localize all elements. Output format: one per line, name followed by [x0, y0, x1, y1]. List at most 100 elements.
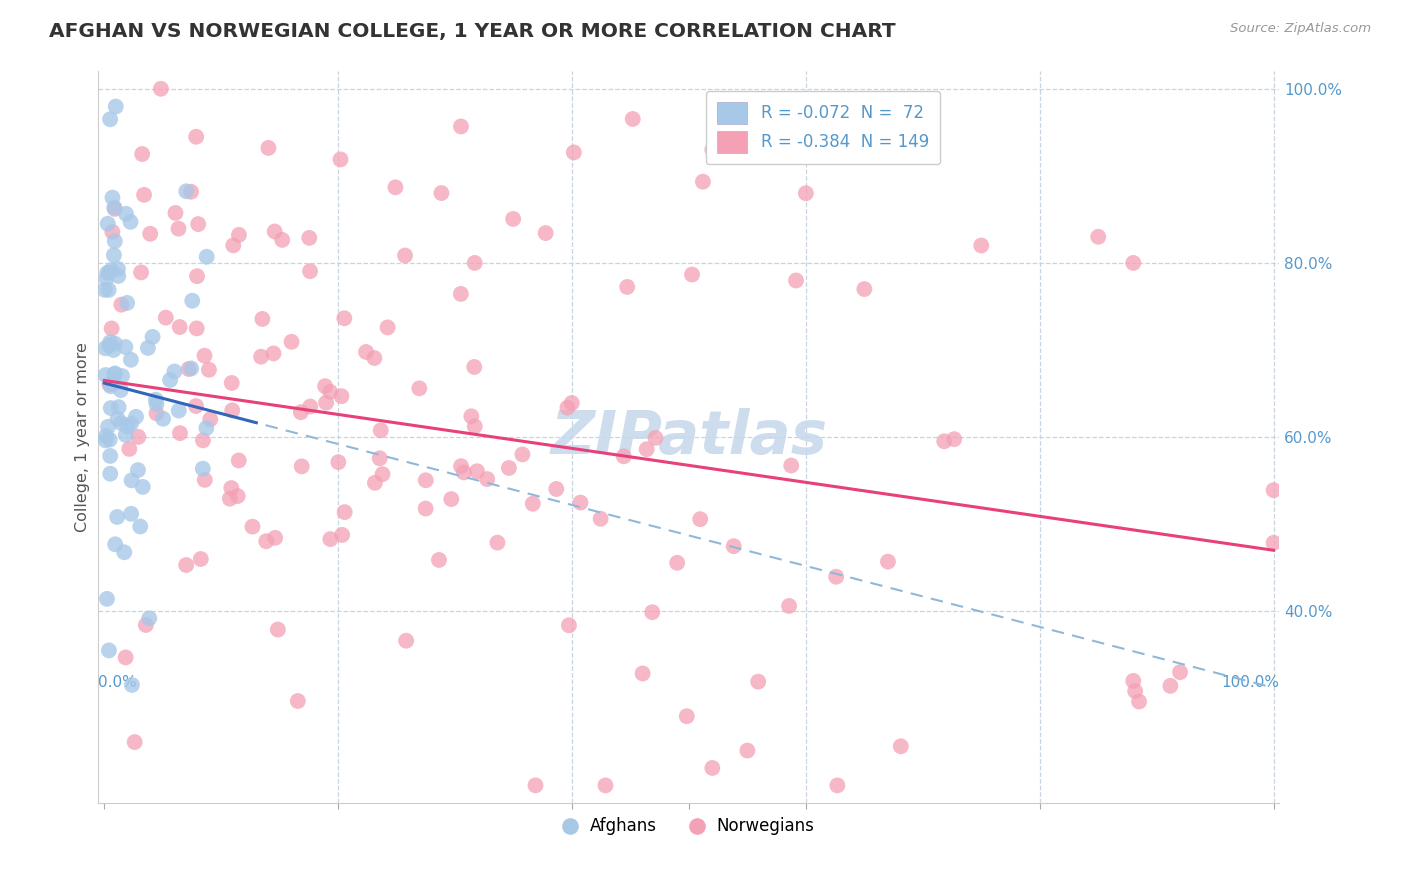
Point: [377, 320, 399, 334]
Point: [395, 633, 418, 648]
Point: [132, 480, 155, 494]
Point: [97, 283, 120, 297]
Point: [222, 238, 245, 252]
Point: [675, 709, 697, 723]
Point: [666, 556, 689, 570]
Point: [364, 475, 387, 490]
Point: [198, 363, 221, 377]
Point: [263, 225, 285, 239]
Text: 0.0%: 0.0%: [98, 674, 138, 690]
Point: [1263, 536, 1285, 550]
Point: [333, 311, 356, 326]
Point: [780, 458, 803, 473]
Point: [890, 739, 912, 754]
Point: [934, 434, 956, 449]
Point: [228, 227, 250, 242]
Point: [737, 743, 759, 757]
Point: [107, 400, 129, 414]
Point: [702, 143, 724, 157]
Point: [242, 519, 264, 533]
Point: [221, 376, 243, 390]
Point: [104, 202, 127, 216]
Point: [101, 191, 124, 205]
Point: [644, 431, 666, 445]
Point: [252, 312, 274, 326]
Point: [98, 467, 121, 481]
Point: [595, 778, 617, 792]
Point: [218, 491, 240, 506]
Text: Source: ZipAtlas.com: Source: ZipAtlas.com: [1230, 22, 1371, 36]
Point: [464, 256, 486, 270]
Point: [631, 666, 654, 681]
Point: [180, 361, 202, 376]
Point: [195, 250, 218, 264]
Point: [384, 180, 406, 194]
Point: [853, 282, 876, 296]
Point: [187, 217, 209, 231]
Point: [129, 265, 152, 279]
Point: [450, 286, 472, 301]
Point: [104, 336, 127, 351]
Point: [464, 419, 486, 434]
Point: [97, 643, 120, 657]
Point: [280, 334, 302, 349]
Point: [264, 531, 287, 545]
Point: [100, 401, 122, 415]
Point: [450, 459, 472, 474]
Point: [149, 82, 172, 96]
Point: [103, 368, 125, 382]
Point: [827, 778, 849, 792]
Point: [427, 553, 450, 567]
Point: [120, 507, 142, 521]
Point: [498, 461, 520, 475]
Point: [1123, 684, 1146, 698]
Point: [221, 403, 243, 417]
Point: [181, 293, 204, 308]
Point: [136, 341, 159, 355]
Point: [534, 226, 557, 240]
Point: [943, 432, 966, 446]
Point: [408, 381, 430, 395]
Point: [524, 778, 547, 792]
Point: [114, 340, 136, 354]
Point: [440, 492, 463, 507]
Point: [299, 264, 322, 278]
Point: [330, 528, 353, 542]
Point: [589, 512, 612, 526]
Point: [194, 473, 217, 487]
Point: [692, 175, 714, 189]
Point: [120, 352, 142, 367]
Point: [558, 618, 581, 632]
Point: [616, 280, 638, 294]
Point: [1128, 694, 1150, 708]
Point: [262, 346, 284, 360]
Point: [190, 552, 212, 566]
Point: [785, 273, 807, 287]
Point: [562, 145, 585, 160]
Point: [159, 373, 181, 387]
Point: [98, 112, 121, 127]
Point: [328, 455, 350, 469]
Point: [314, 379, 336, 393]
Point: [103, 201, 125, 215]
Point: [110, 383, 132, 397]
Point: [330, 389, 353, 403]
Point: [94, 368, 117, 382]
Point: [450, 120, 472, 134]
Point: [104, 367, 127, 381]
Point: [120, 417, 142, 431]
Point: [103, 343, 125, 357]
Point: [333, 505, 356, 519]
Point: [184, 399, 207, 413]
Text: ZIPatlas: ZIPatlas: [550, 408, 828, 467]
Point: [502, 211, 524, 226]
Point: [193, 349, 215, 363]
Point: [319, 384, 342, 399]
Point: [115, 207, 138, 221]
Point: [613, 450, 636, 464]
Point: [486, 535, 509, 549]
Point: [460, 409, 482, 424]
Point: [747, 674, 769, 689]
Point: [290, 405, 312, 419]
Point: [97, 217, 120, 231]
